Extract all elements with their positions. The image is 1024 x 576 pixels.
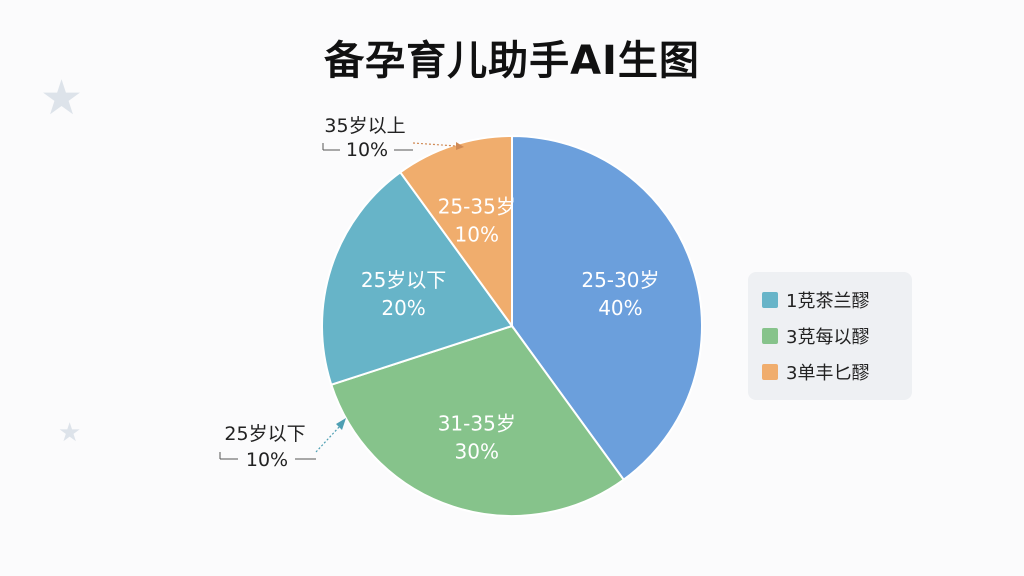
star-icon: ★ [40,70,84,126]
slice-value-label: 10% [455,223,499,247]
legend-swatch [762,364,778,380]
callout-arrow [336,418,346,430]
callout-label: 25岁以下 [224,423,305,445]
legend-item: 3莌每以醪 [762,318,898,354]
callout-label: 35岁以上 [324,115,405,137]
chart-title: 备孕育儿助手AI生图 [324,38,700,84]
callout-value: 10% [246,449,288,471]
legend-label: 3单丰匕醪 [786,363,870,384]
pie-slice [511,134,703,482]
slice-category-label: 31-35岁 [438,411,516,435]
pie-slice [321,170,514,386]
slice-value-label: 40% [598,296,642,320]
legend-item: 1莌茶兰醪 [762,282,898,318]
callout-top-left: 35岁以上 10% [322,115,464,161]
slice-category-label: 25-30岁 [581,268,659,292]
legend-swatch [762,292,778,308]
star-icon: ★ [58,418,82,448]
legend-label: 3莌每以醪 [786,327,870,348]
slice-value-label: 30% [455,439,499,463]
legend-label: 1莌茶兰醪 [786,291,870,312]
callout-value: 10% [346,139,388,161]
legend: 1莌茶兰醪 3莌每以醪 3单丰匕醪 [748,272,912,400]
legend-item: 3单丰匕醪 [762,354,898,390]
callout-leader [412,142,457,147]
slice-value-label: 20% [381,296,425,320]
slice-category-label: 25岁以下 [361,268,446,292]
slice-labels: 25-30岁 40% 31-35岁 30% 25岁以下 20% 25-35岁 10% [361,195,660,464]
callout-arrow [456,142,464,150]
pie-slice [330,324,626,517]
legend-swatch [762,328,778,344]
callout-leader [315,425,341,453]
pie-slices [321,134,703,517]
slice-category-label: 25-35岁 [438,195,516,219]
callout-bottom-left: 25岁以下 10% [219,418,346,471]
